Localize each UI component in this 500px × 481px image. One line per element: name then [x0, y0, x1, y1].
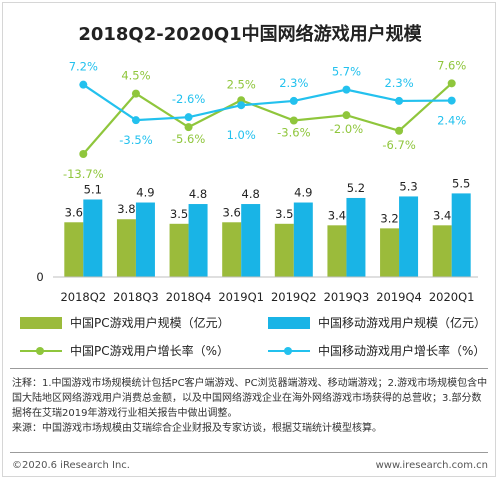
- bar-pc: [274, 223, 294, 277]
- point-mobile-growth: [184, 113, 193, 122]
- bar-value-label: 3.4: [328, 208, 346, 222]
- legend-item-mobile-growth: 中国移动游戏用户增长率（%）: [268, 342, 485, 359]
- bar-mobile: [293, 202, 313, 277]
- rate-label: 5.7%: [332, 65, 361, 79]
- bar-value-label: 3.5: [170, 207, 188, 221]
- x-axis-tick-label: 2020Q1: [429, 290, 475, 304]
- footer-divider: [10, 452, 488, 453]
- bar-value-label: 3.5: [275, 207, 293, 221]
- x-axis-tick-label: 2019Q4: [376, 290, 422, 304]
- rate-label: -2.6%: [172, 92, 205, 106]
- point-mobile-growth: [131, 116, 140, 125]
- bar-value-label: 3.6: [223, 205, 241, 219]
- rate-label: 1.0%: [227, 128, 256, 142]
- rate-label: 7.2%: [69, 60, 98, 74]
- point-pc-growth: [447, 79, 456, 88]
- chart-legend: 中国PC游戏用户规模（亿元） 中国移动游戏用户规模（亿元） 中国PC游戏用户增长…: [0, 310, 500, 370]
- bar-mobile: [188, 204, 208, 277]
- x-axis-tick-label: 2018Q4: [166, 290, 212, 304]
- y-axis-tick: 0: [36, 270, 43, 284]
- bar-pc: [380, 228, 400, 277]
- legend-label-mobile-growth: 中国移动游戏用户增长率（%）: [318, 344, 486, 358]
- legend-item-pc-growth: 中国PC游戏用户增长率（%）: [20, 342, 229, 359]
- rate-label: 2.3%: [384, 76, 413, 90]
- notes-block: 注释：1.中国游戏市场规模统计包括PC客户端游戏、PC浏览器端游戏、移动端游戏；…: [12, 376, 490, 436]
- legend-label-pc-growth: 中国PC游戏用户增长率（%）: [70, 344, 230, 358]
- point-pc-growth: [131, 89, 140, 98]
- copyright-text: ©2020.6 iResearch Inc.: [12, 460, 130, 471]
- bar-value-label: 5.3: [399, 179, 417, 193]
- x-axis-tick-label: 2019Q3: [324, 290, 370, 304]
- bar-value-label: 4.9: [294, 186, 312, 200]
- rate-label: -13.7%: [63, 167, 104, 181]
- rate-label: 2.3%: [279, 76, 308, 90]
- source-text: 来源：中国游戏市场规模由艾瑞综合企业财报及专家访谈，根据艾瑞统计模型核算。: [12, 423, 382, 434]
- notes-divider: [10, 368, 488, 369]
- bar-value-label: 5.2: [347, 181, 365, 195]
- rate-label: -3.5%: [119, 133, 152, 147]
- bar-pc: [64, 222, 84, 277]
- bar-value-label: 4.8: [242, 187, 260, 201]
- bar-mobile: [135, 202, 155, 277]
- line-pc-growth: [82, 82, 453, 155]
- line-mobile-growth: [82, 83, 452, 122]
- point-mobile-growth: [342, 85, 351, 94]
- point-mobile-growth: [289, 96, 298, 105]
- bar-pc: [432, 225, 452, 277]
- x-axis-tick-label: 2018Q2: [60, 290, 106, 304]
- rate-label: -5.6%: [172, 132, 205, 146]
- bar-value-label: 5.1: [84, 182, 102, 196]
- bar-pc: [169, 223, 189, 277]
- legend-label-pc-scale: 中国PC游戏用户规模（亿元）: [70, 316, 230, 330]
- point-pc-growth: [184, 123, 193, 132]
- bar-value-label: 4.9: [136, 186, 154, 200]
- bar-pc: [222, 222, 242, 277]
- bar-value-label: 3.4: [433, 208, 451, 222]
- rate-label: 7.6%: [437, 58, 466, 72]
- footer: ©2020.6 iResearch Inc. www.iresearch.com…: [12, 460, 488, 471]
- rate-label: -2.0%: [330, 122, 363, 136]
- x-axis-tick-label: 2019Q2: [271, 290, 317, 304]
- x-axis-tick-label: 2019Q1: [218, 290, 264, 304]
- point-pc-growth: [79, 150, 88, 159]
- point-pc-growth: [289, 116, 298, 125]
- legend-item-mobile-scale: 中国移动游戏用户规模（亿元）: [268, 314, 486, 331]
- point-pc-growth: [342, 111, 351, 120]
- point-mobile-growth: [395, 96, 404, 105]
- bar-mobile: [346, 197, 366, 277]
- bar-pc: [327, 225, 347, 277]
- rate-label: 2.5%: [227, 77, 256, 91]
- bar-value-label: 5.5: [452, 176, 470, 190]
- bar-mobile: [83, 199, 103, 277]
- rate-label: 2.4%: [437, 114, 466, 128]
- bar-mobile: [451, 193, 471, 277]
- bar-value-label: 3.6: [65, 205, 83, 219]
- x-axis-tick-label: 2018Q3: [113, 290, 159, 304]
- legend-swatch-pc-scale: [20, 316, 62, 329]
- legend-label-mobile-scale: 中国移动游戏用户规模（亿元）: [318, 316, 487, 330]
- website-text: www.iresearch.com.cn: [375, 460, 488, 471]
- bar-pc: [116, 219, 136, 277]
- legend-swatch-mobile-scale: [268, 316, 310, 329]
- chart-plot: 3.65.13.84.93.54.83.64.83.54.93.45.23.25…: [36, 58, 478, 304]
- bar-mobile: [399, 196, 419, 277]
- point-mobile-growth: [237, 101, 246, 110]
- chart-title: 2018Q2-2020Q1中国网络游戏用户规模: [78, 24, 422, 45]
- bar-value-label: 3.2: [380, 211, 398, 225]
- rate-label: -6.7%: [382, 138, 415, 152]
- bar-mobile: [241, 204, 261, 277]
- rate-label: -3.6%: [277, 125, 310, 139]
- bar-value-label: 3.8: [117, 202, 135, 216]
- legend-item-pc-scale: 中国PC游戏用户规模（亿元）: [20, 314, 230, 331]
- notes-text: 注释：1.中国游戏市场规模统计包括PC客户端游戏、PC浏览器端游戏、移动端游戏；…: [12, 378, 488, 419]
- point-mobile-growth: [447, 96, 456, 105]
- legend-swatch-pc-growth: [20, 345, 62, 357]
- legend-swatch-mobile-growth: [268, 345, 310, 357]
- point-mobile-growth: [79, 80, 88, 89]
- rate-label: 4.5%: [121, 69, 150, 83]
- point-pc-growth: [395, 126, 404, 135]
- bar-value-label: 4.8: [189, 187, 207, 201]
